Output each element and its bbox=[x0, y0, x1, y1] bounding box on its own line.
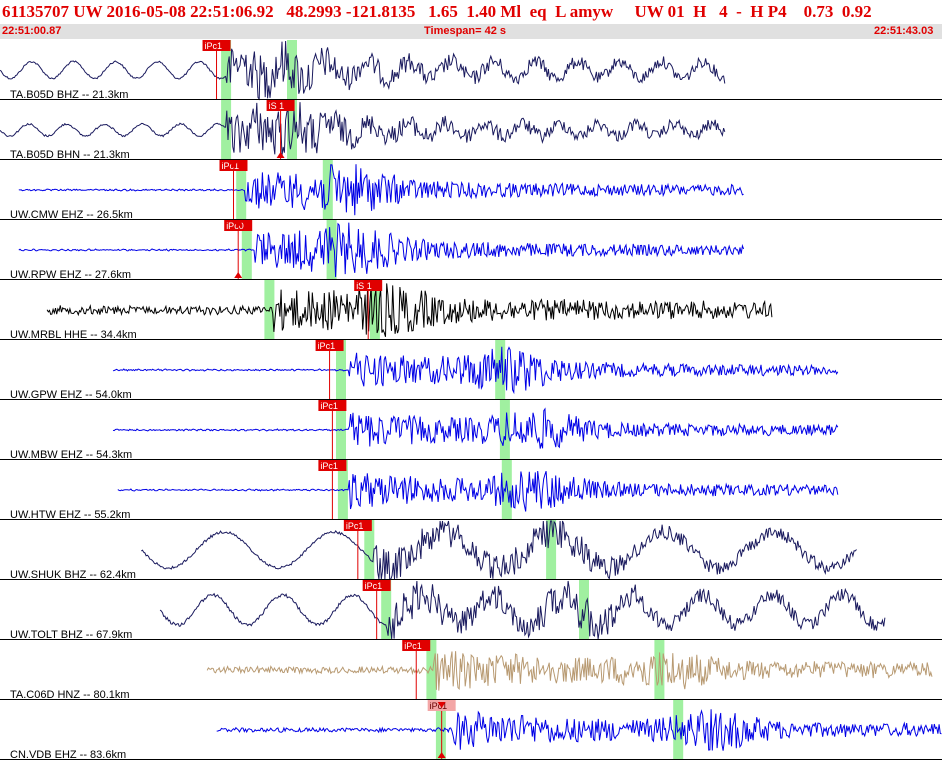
waveform-trace bbox=[141, 520, 857, 580]
channel-row[interactable]: iS 1 TA.B05D BHN -- 21.3km bbox=[0, 100, 942, 161]
channel-label: UW.MRBL HHE -- 34.4km bbox=[10, 329, 137, 341]
waveform-trace bbox=[117, 470, 839, 512]
pick-flag[interactable] bbox=[318, 400, 347, 411]
phase-marker bbox=[369, 280, 380, 340]
pick-label: iPc1 bbox=[404, 641, 422, 651]
channel-row[interactable]: iS 1 UW.MRBL HHE -- 34.4km bbox=[0, 280, 942, 341]
channel-row[interactable]: iPc1 UW.SHUK BHZ -- 62.4km bbox=[0, 520, 942, 581]
pick-arrow bbox=[437, 752, 446, 758]
channel-row[interactable]: iPc1 TA.C06D HNZ -- 80.1km bbox=[0, 640, 942, 701]
waveform-trace bbox=[0, 102, 726, 156]
pick-label: iPc0 bbox=[226, 221, 244, 231]
channel-label: UW.GPW EHZ -- 54.0km bbox=[10, 389, 132, 401]
waveform-trace bbox=[159, 580, 886, 640]
channel-label: TA.B05D BHZ -- 21.3km bbox=[10, 89, 128, 101]
waveform-trace bbox=[18, 222, 745, 278]
waveform-trace bbox=[18, 164, 744, 216]
phase-marker bbox=[579, 580, 589, 640]
pick-flag[interactable] bbox=[266, 100, 295, 111]
end-time: 22:51:43.03 bbox=[874, 25, 934, 37]
pick-flag[interactable] bbox=[362, 580, 391, 591]
waveform-trace bbox=[0, 40, 726, 101]
pick-label: iPc1 bbox=[318, 341, 336, 351]
channel-label: TA.C06D HNZ -- 80.1km bbox=[10, 689, 130, 701]
time-bar bbox=[0, 24, 942, 39]
seismogram-panel[interactable]: iPc1 TA.B05D BHZ -- 21.3km iS 1 TA.B05D BHN… bbox=[0, 40, 942, 760]
channel-row[interactable]: iPc1 UW.TOLT BHZ -- 67.9km bbox=[0, 580, 942, 641]
phase-marker bbox=[673, 700, 684, 760]
waveform-trace bbox=[112, 407, 839, 449]
pick-label: iPc1 bbox=[320, 401, 338, 411]
pick-flag[interactable] bbox=[202, 40, 231, 51]
pick-arrow bbox=[229, 162, 238, 168]
timespan: Timespan= 42 s bbox=[424, 25, 507, 37]
pick-flag[interactable] bbox=[315, 340, 344, 351]
pick-label: iS 1 bbox=[269, 101, 285, 111]
pick-label: iPc1 bbox=[430, 701, 448, 711]
pick-label: iPc1 bbox=[346, 521, 364, 531]
waveform-trace bbox=[216, 709, 942, 751]
channel-label: UW.RPW EHZ -- 27.6km bbox=[10, 269, 131, 281]
phase-marker bbox=[501, 460, 512, 520]
channel-row[interactable]: iPc0 UW.RPW EHZ -- 27.6km bbox=[0, 220, 942, 281]
pick-arrow bbox=[437, 702, 446, 708]
pick-flag[interactable] bbox=[318, 460, 347, 471]
channel-row[interactable]: iPc1 UW.CMW EHZ -- 26.5km bbox=[0, 160, 942, 221]
channel-row[interactable]: iPc1 TA.B05D BHZ -- 21.3km bbox=[0, 40, 942, 101]
pick-label: iPc1 bbox=[365, 581, 383, 591]
start-time: 22:51:00.87 bbox=[2, 25, 62, 37]
pick-flag[interactable] bbox=[343, 520, 372, 531]
waveform-trace bbox=[46, 283, 773, 337]
phase-marker bbox=[221, 100, 232, 160]
phase-marker bbox=[287, 40, 297, 100]
pick-arrow bbox=[234, 272, 243, 278]
channel-label: UW.MBW EHZ -- 54.3km bbox=[10, 449, 132, 461]
channel-label: UW.SHUK BHZ -- 62.4km bbox=[10, 569, 136, 581]
channel-label: UW.HTW EHZ -- 55.2km bbox=[10, 509, 130, 521]
header: 61135707 UW 2016-05-08 22:51:06.92 48.29… bbox=[0, 0, 942, 40]
phase-marker bbox=[336, 400, 346, 460]
pick-arrow bbox=[276, 152, 285, 158]
pick-flag[interactable] bbox=[354, 280, 383, 291]
pick-arrow bbox=[234, 222, 243, 228]
pick-label: iPc1 bbox=[320, 461, 338, 471]
channel-label: CN.VDB EHZ -- 83.6km bbox=[10, 749, 126, 760]
phase-marker bbox=[326, 220, 337, 280]
phase-marker bbox=[499, 400, 510, 460]
waveform-trace bbox=[206, 651, 933, 691]
phase-marker bbox=[221, 40, 232, 100]
event-summary: 61135707 UW 2016-05-08 22:51:06.92 48.29… bbox=[2, 2, 872, 21]
channel-row[interactable]: iPc1 UW.HTW EHZ -- 55.2km bbox=[0, 460, 942, 521]
phase-marker bbox=[381, 580, 392, 640]
channel-label: UW.CMW EHZ -- 26.5km bbox=[10, 209, 133, 221]
pick-label: iPc1 bbox=[205, 41, 223, 51]
channel-row[interactable]: iPc1 UW.GPW EHZ -- 54.0km bbox=[0, 340, 942, 401]
phase-marker bbox=[322, 160, 333, 220]
phase-marker bbox=[654, 640, 665, 700]
channel-label: UW.TOLT BHZ -- 67.9km bbox=[10, 629, 132, 641]
phase-marker bbox=[426, 640, 437, 700]
phase-marker bbox=[546, 520, 557, 580]
phase-marker bbox=[364, 520, 375, 580]
pick-flag[interactable] bbox=[402, 640, 431, 651]
channel-row[interactable]: iPc1 UW.MBW EHZ -- 54.3km bbox=[0, 400, 942, 461]
channel-label: TA.B05D BHN -- 21.3km bbox=[10, 149, 130, 161]
waveform-trace bbox=[112, 346, 839, 395]
pick-label: iS 1 bbox=[356, 281, 372, 291]
channel-row[interactable]: iPc1 CN.VDB EHZ -- 83.6km bbox=[0, 700, 942, 760]
phase-marker bbox=[287, 100, 297, 160]
pick-label: iPc1 bbox=[221, 161, 239, 171]
